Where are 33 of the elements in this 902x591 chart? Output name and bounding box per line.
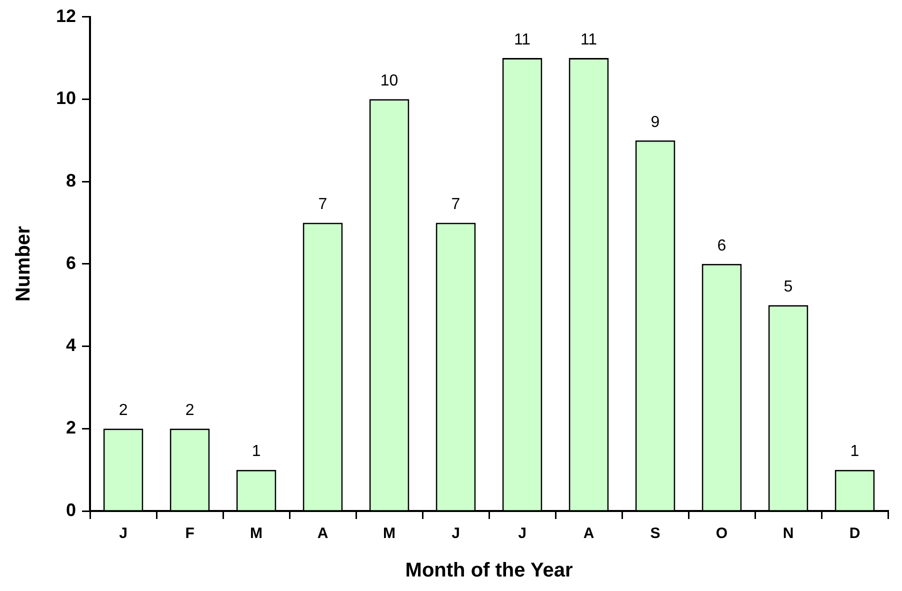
x-tick-label: M [250,525,263,542]
data-label: 7 [318,196,328,214]
data-label: 10 [380,72,398,90]
y-tick-label: 10 [56,88,76,108]
x-tick-label: J [518,525,526,542]
y-tick-label: 0 [66,500,76,520]
x-tick-label: S [650,525,660,542]
data-label: 2 [118,402,128,420]
y-tick-label: 8 [66,170,76,190]
x-tick-label: D [849,525,860,542]
y-tick-label: 6 [66,252,76,273]
x-tick-label: A [583,525,594,542]
data-label: 2 [185,402,194,420]
x-tick-label: A [317,525,328,542]
y-tick-label: 12 [56,6,76,26]
y-tick-label: 4 [66,335,76,356]
data-label: 7 [451,196,460,214]
data-label: 5 [784,278,793,296]
data-label: 11 [580,31,598,48]
data-label: 9 [650,114,660,131]
x-tick-label: F [185,525,194,542]
x-tick-label: N [782,525,794,542]
data-label: 11 [514,31,531,48]
data-label: 1 [252,443,261,460]
y-tick-label: 2 [66,418,76,438]
x-tick-label: J [119,525,128,542]
x-tick-label: O [716,525,728,542]
data-label: 6 [717,237,726,254]
data-label: 1 [850,443,860,460]
y-axis-title: Number [12,226,35,302]
x-tick-label: J [452,525,460,542]
x-axis-title: Month of the Year [405,560,573,582]
x-tick-label: M [383,525,396,542]
